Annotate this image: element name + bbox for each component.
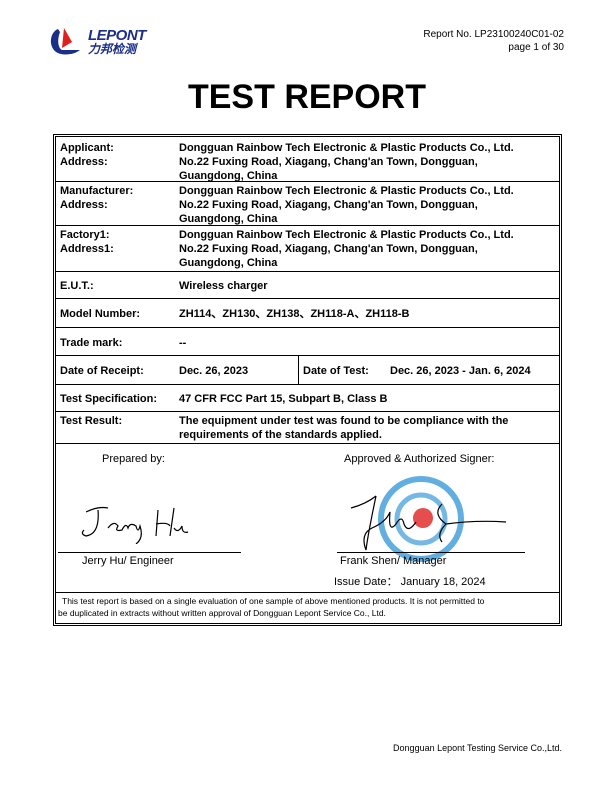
trade-mark-row: Trade mark: -- <box>56 328 559 356</box>
manufacturer-row: Manufacturer: Address: Dongguan Rainbow T… <box>56 182 559 226</box>
label: Address: <box>60 156 108 168</box>
preparer-signature <box>81 506 189 544</box>
value: Guangdong, China <box>179 170 278 182</box>
value: Dongguan Rainbow Tech Electronic & Plast… <box>179 229 514 241</box>
applicant-row: Applicant: Address: Dongguan Rainbow Tech… <box>56 137 559 182</box>
result-row: Test Result: The equipment under test was… <box>56 412 559 444</box>
approved-label: Approved & Authorized Signer: <box>344 453 495 465</box>
label: Date of Receipt: <box>60 365 144 377</box>
logo-en: LEPONT <box>88 26 146 44</box>
page-title: TEST REPORT <box>187 78 427 116</box>
label: Address: <box>60 199 108 211</box>
value: No.22 Fuxing Road, Xiagang, Chang'an Tow… <box>179 156 478 168</box>
eut-row: E.U.T.: Wireless charger <box>56 272 559 299</box>
issue-date: Issue Date： January 18, 2024 <box>334 576 486 588</box>
signature-line <box>58 552 241 553</box>
label: Manufacturer: <box>60 185 134 197</box>
company-stamp <box>378 476 464 562</box>
report-table: Applicant: Address: Dongguan Rainbow Tech… <box>53 134 562 626</box>
value: Guangdong, China <box>179 213 278 225</box>
disclaimer-line: This test report is based on a single ev… <box>62 596 485 606</box>
factory-row: Factory1: Address1: Dongguan Rainbow Tech… <box>56 226 559 272</box>
signature-line <box>337 552 525 553</box>
label: Address1: <box>60 243 114 255</box>
signature-section: Prepared by: Approved & Authorized Signe… <box>56 444 559 593</box>
report-number: Report No. LP23100240C01-02 <box>423 29 564 40</box>
label: Factory1: <box>60 229 110 241</box>
lepont-logo: LEPONT 力邦检测 <box>48 26 146 56</box>
value: Wireless charger <box>179 280 268 292</box>
value: Dec. 26, 2023 - Jan. 6, 2024 <box>390 365 531 377</box>
model-row: Model Number: ZH114、ZH130、ZH138、ZH118-A、Z… <box>56 299 559 328</box>
label: E.U.T.: <box>60 280 94 292</box>
label: Trade mark: <box>60 337 123 349</box>
spec-row: Test Specification: 47 CFR FCC Part 15, S… <box>56 385 559 412</box>
label: Test Result: <box>60 415 123 427</box>
value: Dec. 26, 2023 <box>179 365 249 377</box>
label: Test Specification: <box>60 393 157 405</box>
label: Model Number: <box>60 308 141 320</box>
footer-company: Dongguan Lepont Testing Service Co.,Ltd. <box>393 743 562 753</box>
preparer-name: Jerry Hu/ Engineer <box>82 555 174 567</box>
value: ZH114、ZH130、ZH138、ZH118-A、ZH118-B <box>179 308 410 320</box>
approver-name: Frank Shen/ Manager <box>340 555 447 567</box>
value: Dongguan Rainbow Tech Electronic & Plast… <box>179 142 514 154</box>
value: No.22 Fuxing Road, Xiagang, Chang'an Tow… <box>179 243 478 255</box>
logo-cn: 力邦检测 <box>88 41 137 56</box>
value: The equipment under test was found to be… <box>179 415 509 427</box>
value: -- <box>179 337 187 349</box>
disclaimer: This test report is based on a single ev… <box>56 593 559 623</box>
value: Guangdong, China <box>179 257 278 269</box>
page-number: page 1 of 30 <box>508 42 564 53</box>
value: No.22 Fuxing Road, Xiagang, Chang'an Tow… <box>179 199 478 211</box>
approver-signature <box>350 495 507 551</box>
dates-row: Date of Receipt: Dec. 26, 2023 Date of Te… <box>56 356 559 385</box>
value: requirements of the standards applied. <box>179 429 382 441</box>
lepont-logo-icon <box>50 28 80 55</box>
prepared-label: Prepared by: <box>102 453 165 465</box>
disclaimer-line: be duplicated in extracts without writte… <box>58 608 386 618</box>
value: 47 CFR FCC Part 15, Subpart B, Class B <box>179 393 388 405</box>
value: Dongguan Rainbow Tech Electronic & Plast… <box>179 185 514 197</box>
label: Date of Test: <box>303 365 369 377</box>
divider <box>298 356 299 384</box>
label: Applicant: <box>60 142 114 154</box>
